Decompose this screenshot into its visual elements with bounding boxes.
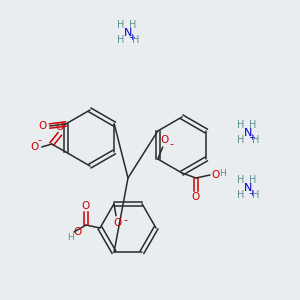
Text: H: H <box>117 20 125 30</box>
Text: -: - <box>38 135 42 145</box>
Text: H: H <box>129 20 137 30</box>
Text: H: H <box>249 120 257 130</box>
Text: O: O <box>160 135 169 145</box>
Text: O: O <box>114 218 122 228</box>
Text: H: H <box>117 35 125 45</box>
Text: O: O <box>192 192 200 202</box>
Text: H: H <box>237 175 245 185</box>
Text: H: H <box>237 190 245 200</box>
Text: O: O <box>56 122 64 132</box>
Text: O: O <box>31 142 39 152</box>
Text: O: O <box>39 121 47 131</box>
Text: H: H <box>68 233 74 242</box>
Text: +: + <box>249 188 255 197</box>
Text: O: O <box>211 170 219 180</box>
Text: -: - <box>123 215 127 225</box>
Text: H: H <box>219 169 225 178</box>
Text: N: N <box>244 183 252 193</box>
Text: H: H <box>132 35 140 45</box>
Text: +: + <box>249 134 255 142</box>
Text: H: H <box>249 175 257 185</box>
Text: N: N <box>124 28 132 38</box>
Text: H: H <box>237 135 245 145</box>
Text: H: H <box>252 190 260 200</box>
Text: H: H <box>237 120 245 130</box>
Text: N: N <box>244 128 252 138</box>
Text: H: H <box>252 135 260 145</box>
Text: O: O <box>74 227 82 237</box>
Text: -: - <box>170 139 174 149</box>
Text: +: + <box>129 34 135 43</box>
Text: O: O <box>82 201 90 211</box>
